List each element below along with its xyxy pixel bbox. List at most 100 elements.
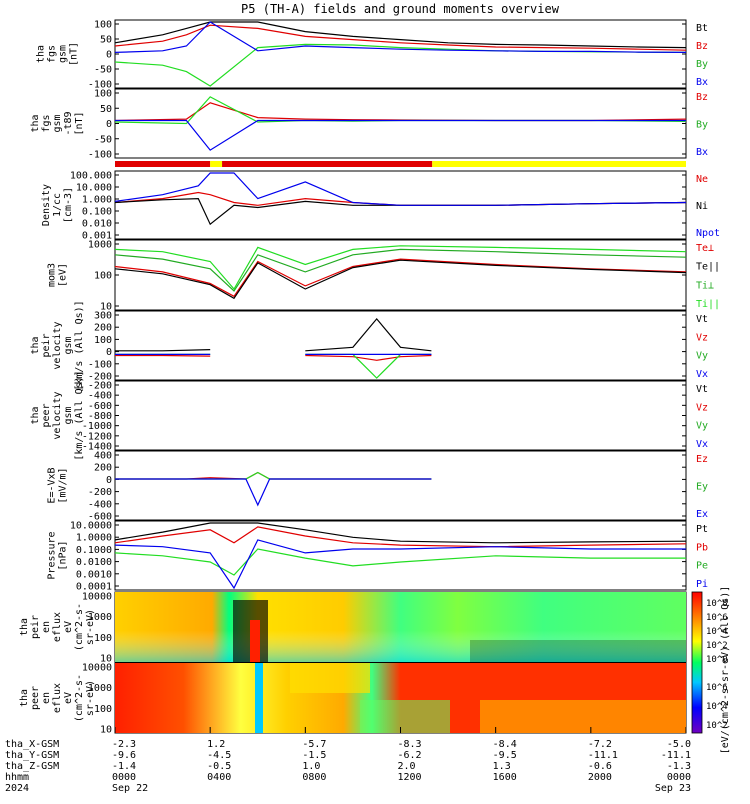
y-tick-label: 0 xyxy=(106,347,112,358)
x-row-value: -9.6 xyxy=(112,750,136,761)
y-tick-label: 0 xyxy=(106,50,112,61)
x-row-value: -11.1 xyxy=(588,750,618,761)
electron-spectrogram-low2 xyxy=(480,700,686,733)
panel-frame xyxy=(114,239,687,311)
y-tick-label: 10.0000 xyxy=(70,521,112,532)
legend-entry: Ey xyxy=(696,482,708,493)
legend-entry: Pi xyxy=(696,579,708,590)
series-pressure-line xyxy=(114,539,686,590)
electron-spectrogram xyxy=(115,663,686,733)
series-temperature-line xyxy=(114,259,687,300)
y-tick-label: 0.0001 xyxy=(76,582,112,593)
colorbar-tick: 10^6 xyxy=(706,613,728,623)
y-tick-label: 200 xyxy=(94,463,112,474)
y-axis-label: [nT] xyxy=(74,111,85,135)
y-axis-label: tha xyxy=(36,45,47,63)
y-axis-label: tha xyxy=(30,406,41,424)
y-tick-label: -400 xyxy=(88,391,112,402)
x-row-value: -0.6 xyxy=(588,761,612,772)
series-peir-velocity-line xyxy=(115,354,432,361)
colorbar-ticks: 10^8 10^6 10^4 10^2 10^0 10^6 10^4 10^2 xyxy=(706,599,728,731)
y-axis-label: gsm xyxy=(63,336,74,354)
series-efield-line xyxy=(115,471,432,480)
legend-entry: Vy xyxy=(696,421,708,432)
legend-entry: Npot xyxy=(696,228,720,239)
y-axis-label: [mV/m] xyxy=(58,467,69,503)
y-axis-label: eV xyxy=(63,621,74,633)
legend-entry: Vx xyxy=(696,439,708,450)
electron-spectrogram-band xyxy=(290,663,370,693)
y-axis-label: gsm xyxy=(52,114,63,132)
panel-fgs-gsm: 100 50 0 -50 -100 tha fgs gsm [nT] Bt Bz By Bx xyxy=(36,19,708,91)
y-tick-label: -100 xyxy=(88,359,112,370)
y-tick-label: 0.0010 xyxy=(76,569,112,580)
y-axis-label: Pressure xyxy=(47,531,58,579)
legend-entry: Ti|| xyxy=(696,299,720,310)
y-tick-label: 1000 xyxy=(88,612,112,623)
x-row-value: 0000 xyxy=(667,772,691,783)
y-tick-label: 100 xyxy=(94,335,112,346)
y-axis-label: gsm xyxy=(63,406,74,424)
y-axis-label: [nT] xyxy=(69,42,80,66)
y-tick-label: 10.000 xyxy=(76,183,112,194)
y-axis-label: [km/s (All Qs)] xyxy=(74,370,85,460)
legend-entry: Vz xyxy=(696,402,708,413)
y-axis-label: peir xyxy=(30,615,41,639)
y-tick-label: 0.100 xyxy=(82,207,112,218)
x-axis-block: tha_X-GSM -2.3 1.2 -5.7 -8.3 -8.4 -7.2 -5.0 tha_… xyxy=(5,727,691,794)
y-tick-label: 0 xyxy=(106,119,112,130)
y-tick-label: 1.000 xyxy=(82,195,112,206)
colorbar xyxy=(691,591,703,734)
x-row-value: -6.2 xyxy=(398,750,422,761)
colorbar-tick: 10^8 xyxy=(706,599,728,609)
y-axis-label: en xyxy=(41,692,52,704)
y-tick-label: 0.0100 xyxy=(76,557,112,568)
electron-spectrogram-stripe xyxy=(255,663,263,733)
x-row-value: 0800 xyxy=(302,772,326,783)
colorbar-tick: 10^4 xyxy=(706,627,728,637)
series-pressure-line xyxy=(114,548,686,576)
x-row-value: 2000 xyxy=(588,772,612,783)
y-axis-label: (cm^2-s- xyxy=(74,603,85,651)
series-density-line xyxy=(114,172,687,206)
x-row-value: 1.2 xyxy=(207,739,225,750)
legend-entry: Ne xyxy=(696,174,708,185)
x-date-start: Sep 22 xyxy=(112,783,148,794)
y-tick-label: 0 xyxy=(106,475,112,486)
y-tick-label: 10 xyxy=(100,725,112,736)
x-row-label: tha_Z-GSM xyxy=(5,761,59,772)
legend-entry: Bx xyxy=(696,147,708,158)
legend-entry: Bt xyxy=(696,23,708,34)
y-axis-label: fgs xyxy=(41,114,52,132)
x-row-value: -5.7 xyxy=(302,739,326,750)
x-row-value: 1.3 xyxy=(493,761,511,772)
y-tick-label: -200 xyxy=(88,381,112,392)
y-tick-label: 100.000 xyxy=(70,171,112,182)
y-tick-label: 1000 xyxy=(88,240,112,251)
y-axis-label: peer xyxy=(41,403,52,427)
y-tick-label: -1000 xyxy=(82,421,112,432)
colorbar-tick: 10^2 xyxy=(706,641,728,651)
legend-entry: Ni xyxy=(696,201,708,212)
panel-frame xyxy=(114,19,687,89)
x-row-label: tha_Y-GSM xyxy=(5,750,59,761)
legend-entry: Pe xyxy=(696,561,708,572)
y-axis-label: tha xyxy=(30,114,41,132)
region-segment xyxy=(432,161,686,167)
series-fgs-gsm-t89-line xyxy=(115,119,686,151)
y-tick-label: 1.0000 xyxy=(76,533,112,544)
y-tick-label: -1400 xyxy=(82,442,112,453)
legend-entry: Ti⊥ xyxy=(696,280,714,291)
y-tick-label: 10000 xyxy=(82,663,112,674)
panel-frame xyxy=(114,520,687,591)
y-axis-label: -t89 xyxy=(63,111,74,135)
x-row-value: 1200 xyxy=(398,772,422,783)
y-axis-label: tha xyxy=(19,689,30,707)
y-axis-label: fgs xyxy=(47,45,58,63)
y-axis-label: peer xyxy=(30,686,41,710)
plot-title: P5 (TH-A) fields and ground moments over… xyxy=(241,2,560,16)
